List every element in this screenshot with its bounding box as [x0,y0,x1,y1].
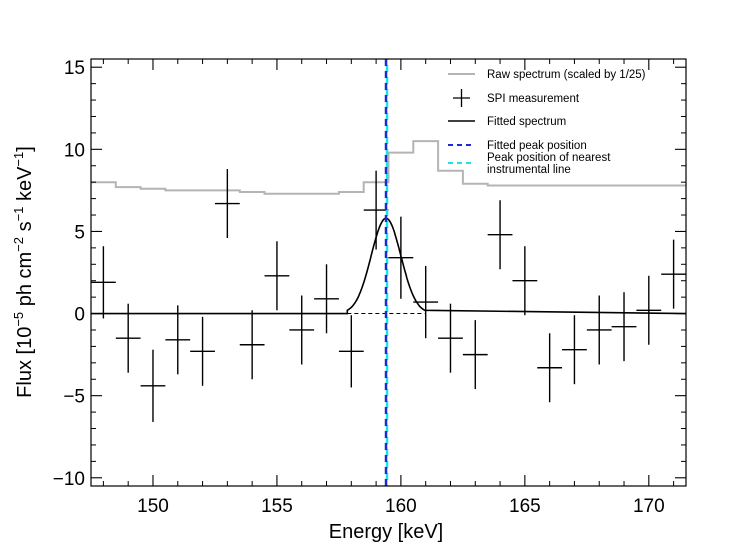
y-tick-label: −10 [53,469,85,490]
measurement-point [487,200,513,270]
legend-item: Fitted peak position [448,140,587,152]
y-tick-label: 5 [74,222,85,243]
spi-measurement-series [91,169,686,422]
legend-label: Fitted spectrum [487,116,566,128]
y-axis-label-exp4: −1 [11,152,26,167]
y-axis-label-exp2: −2 [11,237,26,252]
x-tick-label: 165 [509,496,541,517]
x-tick-label: 160 [385,496,417,517]
raw-spectrum-line [91,140,686,195]
y-axis-label-mid2: s [14,221,36,237]
y-axis-label-mid1: ph cm [14,252,36,312]
legend-item: SPI measurement [453,89,580,107]
measurement-point [537,333,563,403]
measurement-point [338,315,364,388]
axis-ticks [91,59,686,486]
y-axis-label-suffix: ] [14,146,36,152]
plot-frame [90,58,687,487]
x-tick-label: 170 [633,496,665,517]
x-axis-label: Energy [keV] [329,521,444,543]
y-axis-label: Flux [10−5 ph cm−2 s−1 keV−1] [11,146,36,398]
fitted-spectrum-series [91,217,687,315]
y-tick-label: −5 [63,387,85,408]
raw-spectrum-series [91,140,686,195]
measurement-point [264,241,290,311]
x-tick-label: 155 [261,496,293,517]
measurement-point [115,303,141,373]
measurement-point [239,310,265,380]
y-axis-label-mid3: keV [14,166,36,207]
y-axis-label-exp1: −5 [11,312,26,327]
y-tick-label: 10 [64,140,85,161]
y-tick-label: 15 [64,58,85,79]
peak-position-lines [384,59,389,486]
x-tick-label: 150 [137,496,169,517]
measurement-point [413,265,439,339]
measurement-point [190,316,215,386]
y-tick-label: 0 [74,305,85,326]
legend-item: Fitted spectrum [448,116,566,128]
measurement-point [91,246,116,319]
measurement-point [586,295,612,365]
fitted-spectrum-line [91,217,687,315]
measurement-point [214,169,240,239]
measurement-point [611,292,637,362]
legend-item: Raw spectrum (scaled by 1/25) [448,69,646,81]
legend-label: Raw spectrum (scaled by 1/25) [487,69,646,81]
legend: Raw spectrum (scaled by 1/25) SPI measure… [448,69,646,176]
measurement-point [512,246,538,316]
measurement-point [314,264,339,334]
measurement-point [462,320,488,390]
legend-label-line2: instrumental line [487,164,571,176]
measurement-point [438,303,463,373]
legend-label: Fitted peak position [487,140,587,152]
measurement-point [562,315,587,385]
measurement-point [636,275,662,345]
measurement-point [289,295,315,365]
measurement-point [661,239,686,309]
measurement-point [388,216,414,299]
y-axis-label-prefix: Flux [10 [14,327,36,398]
axis-tick-labels: 150 155 160 165 170 −10 −5 0 5 10 15 [53,58,665,517]
measurement-point [165,305,191,375]
y-axis-label-exp3: −1 [11,207,26,222]
legend-label: SPI measurement [487,93,580,105]
measurement-point [140,349,166,422]
measurement-point [363,170,389,250]
legend-label: Peak position of nearest [487,152,611,164]
